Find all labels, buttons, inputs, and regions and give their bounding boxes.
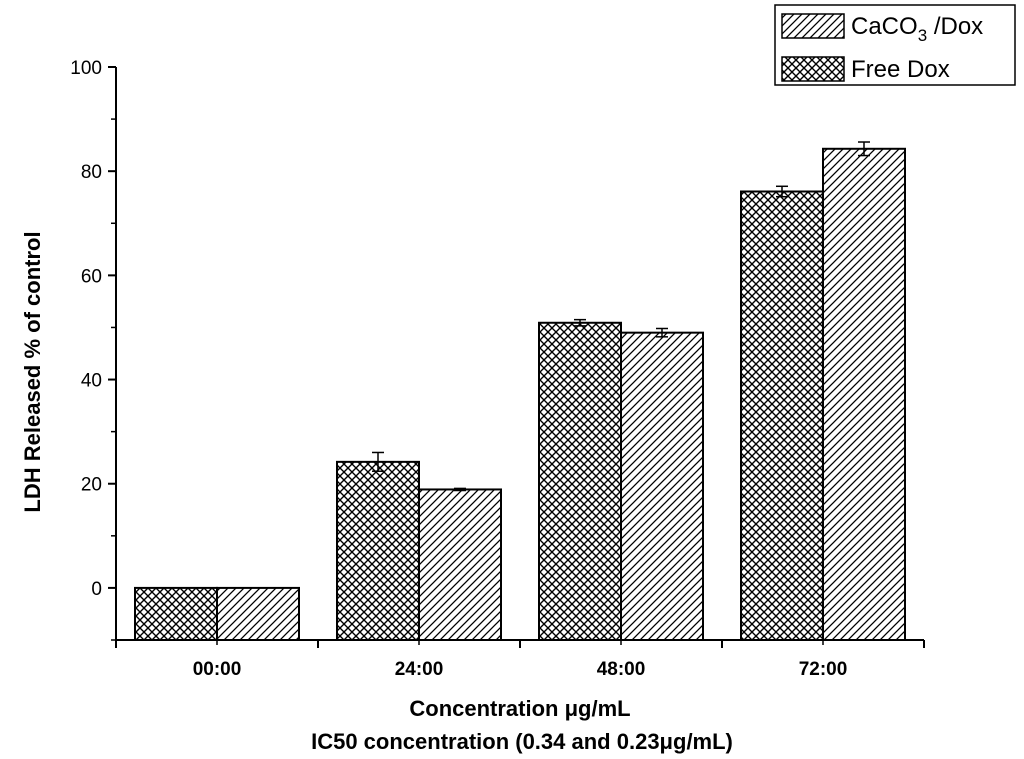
y-tick-label: 80 <box>81 162 102 183</box>
y-tick-label: 0 <box>91 579 102 600</box>
y-tick-label: 60 <box>81 266 102 287</box>
x-tick-label: 00:00 <box>193 659 242 680</box>
bar-diagonal-1 <box>418 488 502 641</box>
bar-diagonal-0 <box>216 586 300 642</box>
legend-swatch-free-dox <box>781 56 845 82</box>
bar-diagonal-2 <box>620 331 704 641</box>
bar-crosshatch-0 <box>134 586 218 642</box>
bars <box>134 147 906 642</box>
y-tick-label: 40 <box>81 371 102 392</box>
bar-crosshatch-3 <box>740 190 824 641</box>
y-axis: 0 20 40 60 80 100 <box>70 58 116 641</box>
legend: CaCO3 /Dox Free Dox <box>774 4 1016 86</box>
bar-diagonal-3 <box>822 147 906 642</box>
x-tick-label: 24:00 <box>395 659 444 680</box>
x-axis-subtitle: IC50 concentration (0.34 and 0.23μg/mL) <box>311 729 733 754</box>
x-axis: 00:00 24:00 48:00 72:00 <box>115 640 925 680</box>
x-tick-label: 48:00 <box>597 659 646 680</box>
bar-crosshatch-2 <box>538 321 622 641</box>
y-tick-label: 100 <box>70 58 102 79</box>
bar-crosshatch-1 <box>336 460 420 641</box>
y-axis-title: LDH Released % of control <box>20 231 45 512</box>
legend-swatch-caco3 <box>781 13 845 39</box>
x-axis-title: Concentration μg/mL <box>409 696 630 721</box>
y-tick-label: 20 <box>81 475 102 496</box>
error-bars <box>372 141 870 492</box>
legend-label-free-dox: Free Dox <box>851 56 950 83</box>
legend-label-caco3: CaCO3 /Dox <box>851 13 983 45</box>
x-tick-label: 72:00 <box>799 659 848 680</box>
